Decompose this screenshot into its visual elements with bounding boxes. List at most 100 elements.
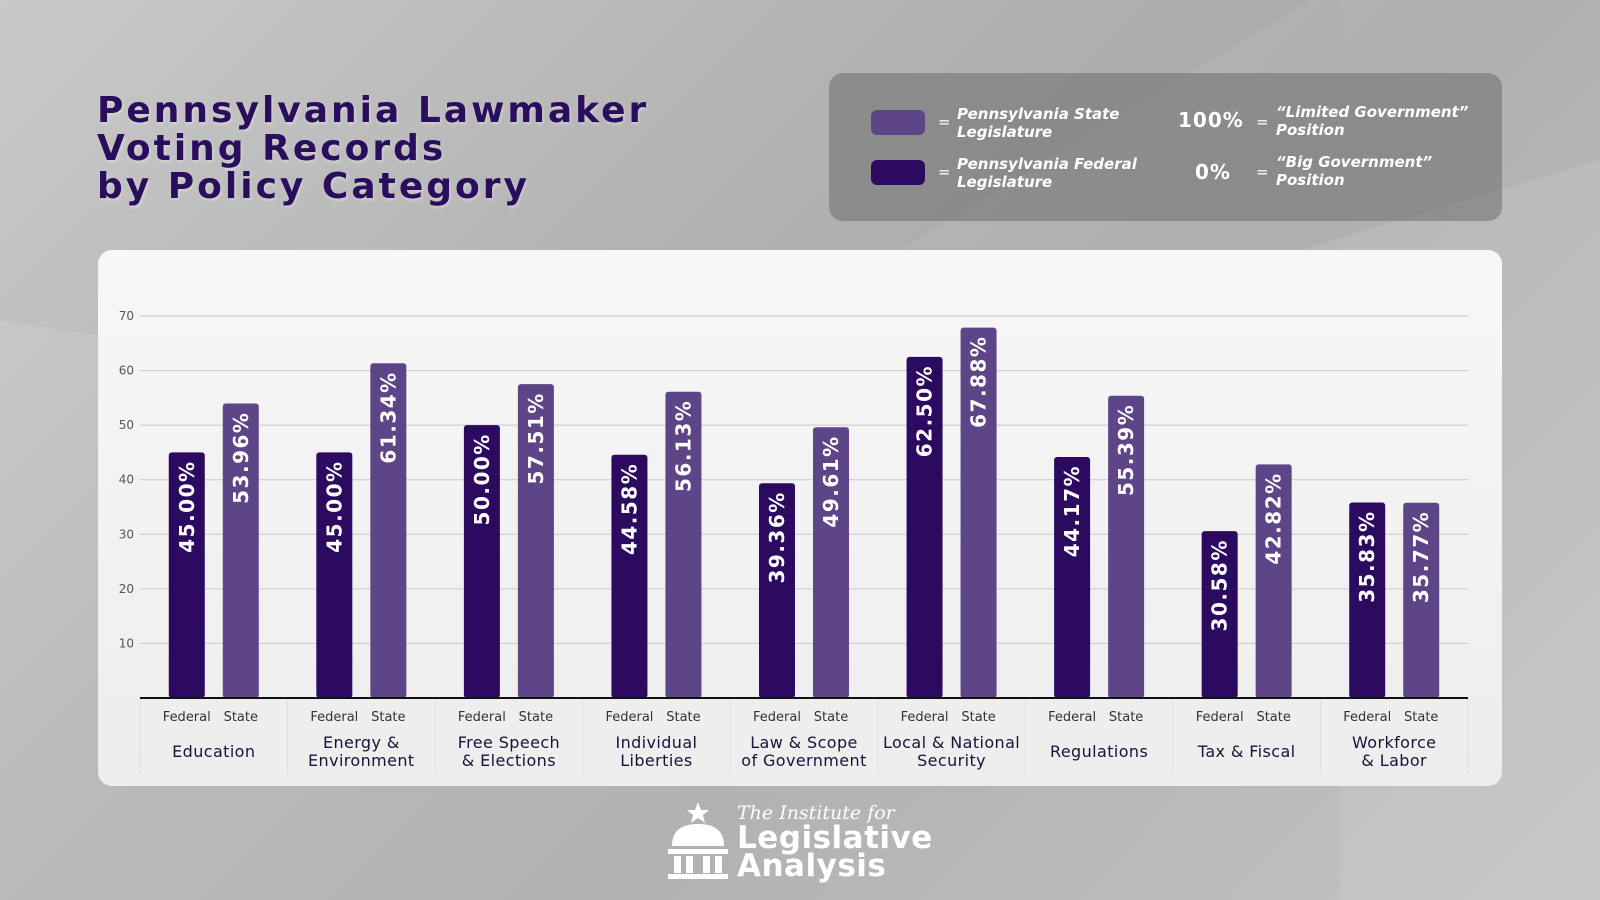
- bar-federal: [759, 483, 795, 698]
- logo-text-line2: Analysis: [737, 848, 887, 884]
- legend-label-federal-line1: Pennsylvania Federal: [957, 155, 1137, 173]
- data-label: 50.00%: [470, 433, 494, 525]
- legend-label-state: Pennsylvania State Legislature: [957, 105, 1119, 141]
- data-label: 44.17%: [1060, 465, 1084, 557]
- series-tick-label: State: [666, 710, 700, 725]
- data-label: 45.00%: [175, 460, 199, 552]
- chart-panel: 10 20 30 40 50 60 70 45.00% Federal 53.96% State Ed…: [98, 250, 1502, 786]
- legend-limited-line2: Position: [1276, 121, 1345, 139]
- legend-equals-federal: =: [938, 163, 951, 181]
- data-label: 53.96%: [229, 412, 253, 504]
- bar-state: [665, 391, 702, 698]
- bar-state: [222, 403, 259, 698]
- legend-equals-state: =: [938, 113, 951, 131]
- title-line-3: by Policy Category: [97, 166, 530, 207]
- category-label: Energy &: [323, 733, 400, 752]
- bar-state: [813, 427, 849, 698]
- data-label: 42.82%: [1262, 472, 1286, 564]
- series-tick-label: Federal: [605, 710, 653, 725]
- y-tick-label: 70: [119, 309, 134, 323]
- bar-chart: 10 20 30 40 50 60 70 45.00% Federal 53.96% State Ed…: [119, 309, 1469, 774]
- series-tick-label: State: [1404, 710, 1438, 725]
- title-line-1: Pennsylvania Lawmaker: [97, 90, 650, 131]
- y-tick-label: 10: [119, 636, 134, 650]
- data-label: 44.58%: [617, 463, 641, 555]
- y-tick-label: 50: [119, 418, 134, 432]
- y-tick-label: 20: [119, 582, 134, 596]
- category-label: Law & Scope: [750, 733, 858, 752]
- category-label: Local & National: [883, 733, 1020, 752]
- data-label: 30.58%: [1208, 539, 1232, 631]
- bar-federal: [611, 454, 648, 698]
- category-label: Free Speech: [458, 733, 560, 752]
- series-tick-label: State: [224, 710, 258, 725]
- legend-equals-100: =: [1256, 113, 1269, 131]
- series-tick-label: Federal: [310, 710, 358, 725]
- legend-swatch-federal: [871, 160, 925, 185]
- series-tick-label: Federal: [458, 710, 506, 725]
- series-tick-label: State: [1256, 710, 1290, 725]
- series-tick-label: State: [814, 710, 848, 725]
- series-tick-label: Federal: [1196, 710, 1244, 725]
- data-label: 35.77%: [1409, 511, 1433, 603]
- legend-pct-100: 100%: [1178, 108, 1244, 132]
- bar-federal: [463, 425, 500, 698]
- legend-limited-government: “Limited Government” Position: [1276, 103, 1468, 139]
- bar-state: [960, 327, 997, 698]
- legend-label-state-line2: Legislature: [957, 123, 1053, 141]
- series-tick-label: State: [371, 710, 405, 725]
- data-label: 45.00%: [322, 460, 346, 552]
- bar-state: [370, 363, 407, 698]
- legend: = Pennsylvania State Legislature = Penns…: [829, 73, 1502, 221]
- legend-big-government: “Big Government” Position: [1276, 153, 1432, 189]
- series-tick-label: Federal: [753, 710, 801, 725]
- legend-swatch-state: [871, 110, 925, 135]
- bar-federal: [906, 356, 943, 698]
- data-label: 62.50%: [913, 365, 937, 457]
- category-label: Education: [172, 742, 255, 761]
- bar-state: [1403, 502, 1440, 698]
- category-label: Tax & Fiscal: [1197, 742, 1296, 761]
- series-tick-label: Federal: [1048, 710, 1096, 725]
- legend-big-line1: “Big Government”: [1276, 153, 1433, 171]
- category-label: Security: [917, 751, 986, 770]
- bar-state: [1255, 464, 1292, 698]
- bar-federal: [316, 452, 353, 698]
- data-label: 67.88%: [967, 336, 991, 428]
- y-tick-label: 30: [119, 527, 134, 541]
- series-tick-label: Federal: [163, 710, 211, 725]
- category-label: Liberties: [620, 751, 692, 770]
- data-label: 49.61%: [819, 435, 843, 527]
- bar-federal: [1201, 531, 1238, 698]
- logo-text-small: The Institute for: [737, 802, 895, 824]
- bar-federal: [1054, 456, 1091, 698]
- y-tick-label: 60: [119, 364, 134, 378]
- category-label: of Government: [741, 751, 867, 770]
- category-label: Workforce: [1352, 733, 1436, 752]
- legend-equals-0: =: [1256, 163, 1269, 181]
- category-label: Environment: [308, 751, 415, 770]
- category-label: & Labor: [1361, 751, 1427, 770]
- y-tick-label: 40: [119, 473, 134, 487]
- legend-label-federal: Pennsylvania Federal Legislature: [957, 155, 1137, 191]
- data-label: 55.39%: [1114, 404, 1138, 496]
- legend-big-line2: Position: [1276, 171, 1345, 189]
- title-line-2: Voting Records: [97, 128, 447, 169]
- capitol-logo-icon: [668, 802, 728, 879]
- series-tick-label: State: [1109, 710, 1143, 725]
- data-label: 56.13%: [671, 400, 695, 492]
- series-tick-label: Federal: [901, 710, 949, 725]
- data-label: 35.83%: [1355, 510, 1379, 602]
- category-label: Regulations: [1050, 742, 1148, 761]
- series-tick-label: State: [961, 710, 995, 725]
- data-label: 57.51%: [524, 392, 548, 484]
- series-tick-label: Federal: [1343, 710, 1391, 725]
- data-label: 39.36%: [765, 491, 789, 583]
- bar-federal: [1349, 502, 1386, 698]
- bar-state: [1108, 395, 1145, 698]
- data-label: 61.34%: [376, 371, 400, 463]
- legend-label-state-line1: Pennsylvania State: [957, 105, 1120, 123]
- series-tick-label: State: [519, 710, 553, 725]
- institute-logo: The Institute for Legislative Analysis: [666, 800, 946, 884]
- bar-federal: [168, 452, 205, 698]
